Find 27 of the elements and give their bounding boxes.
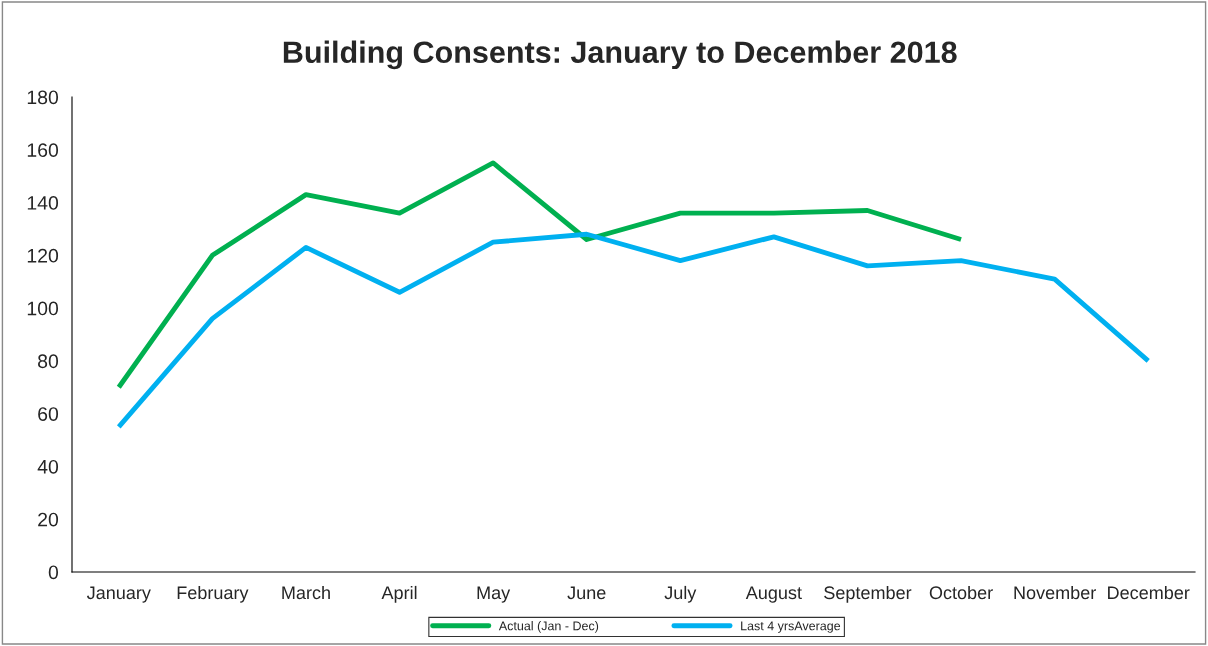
line-series: [116, 160, 964, 390]
y-tick-label: 180: [27, 90, 59, 105]
x-tick-label: June: [567, 586, 606, 600]
x-tick-label: November: [1014, 585, 1096, 600]
y-tick-label: 80: [38, 354, 59, 369]
y-tick-label: 40: [37, 459, 59, 474]
legend-label: Actual (Jan - Dec): [498, 621, 599, 633]
x-tick-label: December: [1108, 585, 1190, 600]
y-tick-label: 120: [27, 248, 59, 263]
y-tick-label: 0: [48, 565, 59, 580]
x-tick-label: July: [664, 585, 697, 603]
legend-label: Last 4 yrsAverage: [741, 621, 841, 633]
y-tick-label: 140: [27, 196, 59, 210]
x-tick-label: May: [477, 586, 511, 603]
chart-title: Building Consents: January to December 2018: [283, 40, 957, 70]
line-series: [116, 231, 1151, 430]
x-tick-label: September: [824, 585, 912, 603]
x-tick-label: March: [282, 585, 330, 600]
y-tick-label: 160: [27, 143, 59, 158]
y-tick-label: 100: [27, 301, 59, 316]
y-tick-label: 60: [38, 407, 59, 421]
x-tick-label: October: [929, 585, 993, 600]
x-tick-label: January: [86, 586, 151, 603]
x-tick-label: August: [745, 586, 802, 603]
y-tick-label: 20: [38, 512, 59, 527]
x-tick-label: April: [381, 585, 417, 603]
x-tick-label: February: [177, 585, 249, 603]
